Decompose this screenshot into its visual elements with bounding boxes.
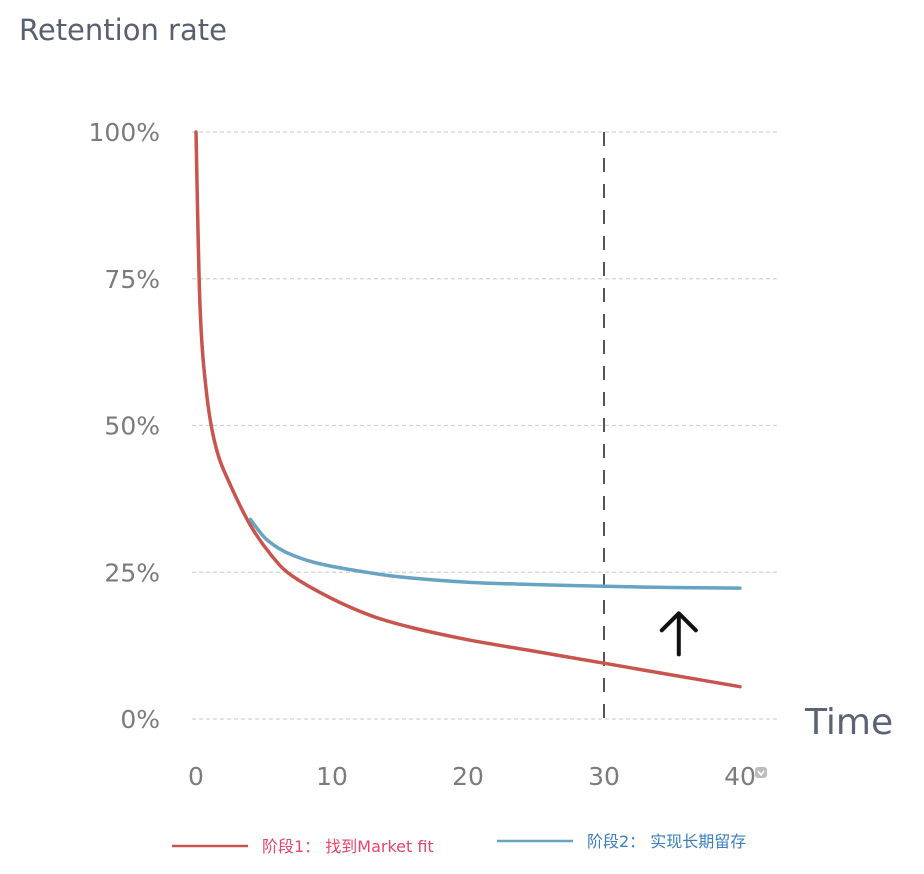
x-axis-ticks: 0 10 20 30 40 — [188, 762, 756, 791]
y-axis-ticks: 0% 25% 50% 75% 100% — [89, 118, 160, 734]
y-tick-label: 100% — [89, 118, 160, 147]
y-tick-label: 0% — [120, 705, 160, 734]
y-tick-label: 50% — [104, 412, 160, 441]
x-tick-label: 40 — [724, 762, 756, 791]
series-line-stage1 — [194, 130, 742, 689]
gridlines — [192, 131, 780, 720]
legend-item-stage1[interactable]: 阶段1： 找到Market fit — [172, 837, 434, 856]
x-tick-label: 10 — [316, 762, 348, 791]
x-tick-label: 0 — [188, 762, 204, 791]
legend: 阶段1： 找到Market fit 阶段2： 实现长期留存 — [172, 832, 746, 856]
series-line-stage2 — [248, 517, 742, 590]
up-arrow-icon — [659, 611, 698, 657]
legend-label-stage2: 阶段2： 实现长期留存 — [587, 832, 746, 851]
chart-title: Retention rate — [19, 13, 227, 47]
legend-label-stage1: 阶段1： 找到Market fit — [262, 837, 434, 856]
legend-item-stage2[interactable]: 阶段2： 实现长期留存 — [497, 832, 746, 851]
y-tick-label: 75% — [104, 265, 160, 294]
x-axis-title: Time — [804, 702, 893, 743]
x-tick-label: 30 — [588, 762, 620, 791]
scroll-down-icon[interactable] — [755, 767, 767, 778]
x-tick-label: 20 — [452, 762, 484, 791]
y-tick-label: 25% — [104, 558, 160, 587]
